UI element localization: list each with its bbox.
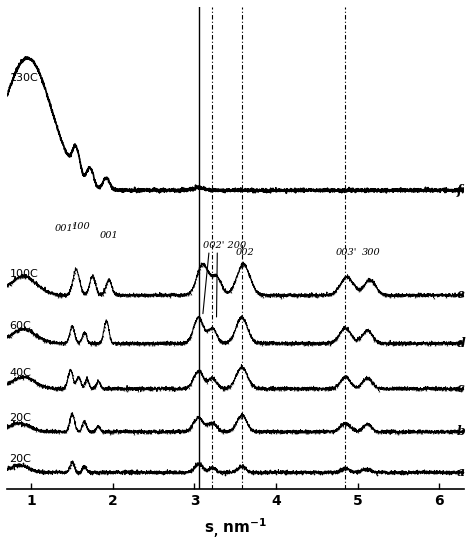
Text: 130C: 130C <box>9 73 38 83</box>
Text: f: f <box>457 184 463 196</box>
Text: 60C: 60C <box>9 321 31 330</box>
Text: 100: 100 <box>71 222 90 231</box>
Text: 40C: 40C <box>9 368 31 378</box>
Text: b: b <box>457 425 466 438</box>
Text: e: e <box>457 288 465 301</box>
Text: 001': 001' <box>55 224 76 234</box>
Text: 20C: 20C <box>9 413 31 423</box>
Text: 002: 002 <box>236 248 255 257</box>
Text: 002' 200: 002' 200 <box>202 241 246 250</box>
Text: d: d <box>457 336 466 350</box>
Text: 100C: 100C <box>9 269 38 278</box>
Text: 003': 003' <box>336 248 357 257</box>
Text: 300: 300 <box>362 248 381 257</box>
Text: a: a <box>457 466 465 479</box>
X-axis label: $\mathbf{s_{\mathbf{,}}\ nm^{-1}}$: $\mathbf{s_{\mathbf{,}}\ nm^{-1}}$ <box>204 516 267 540</box>
Text: 001: 001 <box>100 231 118 241</box>
Text: 20C: 20C <box>9 455 31 464</box>
Text: c: c <box>457 382 465 395</box>
